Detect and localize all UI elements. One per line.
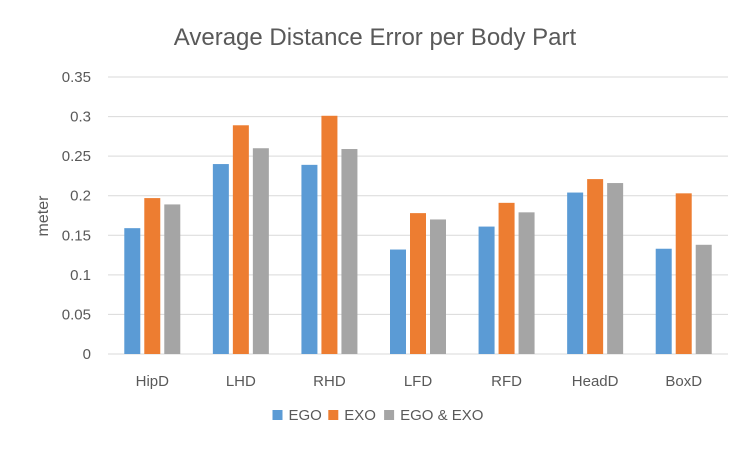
x-axis-ticks: HipD LHD RHD LFD RFD HeadD BoxD	[136, 373, 703, 390]
bar-rhd-exo	[321, 115, 338, 354]
bar-boxd-ego-exo	[695, 244, 712, 354]
legend: EGO EXO EGO & EXO	[272, 407, 483, 424]
x-tick-label: RHD	[313, 373, 346, 390]
y-tick-label: 0.2	[70, 188, 91, 205]
bar-hipd-exo	[144, 198, 161, 354]
legend-swatch	[328, 410, 339, 420]
x-tick-label: BoxD	[665, 373, 702, 390]
y-tick-label: 0.15	[62, 227, 91, 244]
x-tick-label: LHD	[226, 373, 256, 390]
x-tick-label: RFD	[491, 373, 522, 390]
chart-title: Average Distance Error per Body Part	[174, 24, 577, 51]
bar-lhd-exo	[232, 125, 249, 354]
y-axis-label: meter	[35, 195, 52, 237]
bar-hipd-ego-exo	[164, 204, 181, 354]
bar-lhd-ego	[212, 164, 229, 354]
y-tick-label: 0.1	[70, 267, 91, 284]
bar-rfd-ego-exo	[518, 212, 535, 354]
legend-label: EGO & EXO	[400, 407, 483, 424]
bar-rfd-exo	[498, 202, 515, 354]
y-tick-label: 0.25	[62, 148, 91, 165]
bar-lfd-exo	[410, 213, 426, 354]
bar-headd-exo	[587, 179, 604, 354]
x-tick-label: HeadD	[572, 373, 619, 390]
legend-label: EGO	[289, 407, 322, 424]
x-tick-label: LFD	[404, 373, 433, 390]
bar-headd-ego	[567, 192, 584, 354]
bar-lfd-ego-exo	[430, 219, 446, 354]
bar-lhd-ego-exo	[252, 148, 269, 354]
y-axis-ticks: 0 0.05 0.1 0.15 0.2 0.25 0.3 0.35	[62, 69, 91, 363]
bar-rhd-ego-exo	[341, 149, 358, 354]
y-tick-label: 0.3	[70, 109, 91, 126]
legend-swatch	[384, 410, 395, 420]
legend-swatch	[272, 410, 283, 420]
bar-boxd-ego	[655, 248, 672, 354]
y-tick-label: 0.05	[62, 306, 91, 323]
bar-rhd-ego	[301, 164, 318, 354]
bars	[124, 115, 712, 354]
y-tick-label: 0.35	[62, 69, 91, 86]
x-tick-label: HipD	[136, 373, 170, 390]
bar-lfd-ego	[390, 249, 406, 354]
bar-boxd-exo	[675, 193, 692, 354]
bar-rfd-ego	[478, 226, 495, 354]
legend-label: EXO	[344, 407, 376, 424]
bar-headd-ego-exo	[607, 183, 624, 354]
bar-hipd-ego	[124, 228, 141, 354]
y-tick-label: 0	[83, 346, 91, 363]
